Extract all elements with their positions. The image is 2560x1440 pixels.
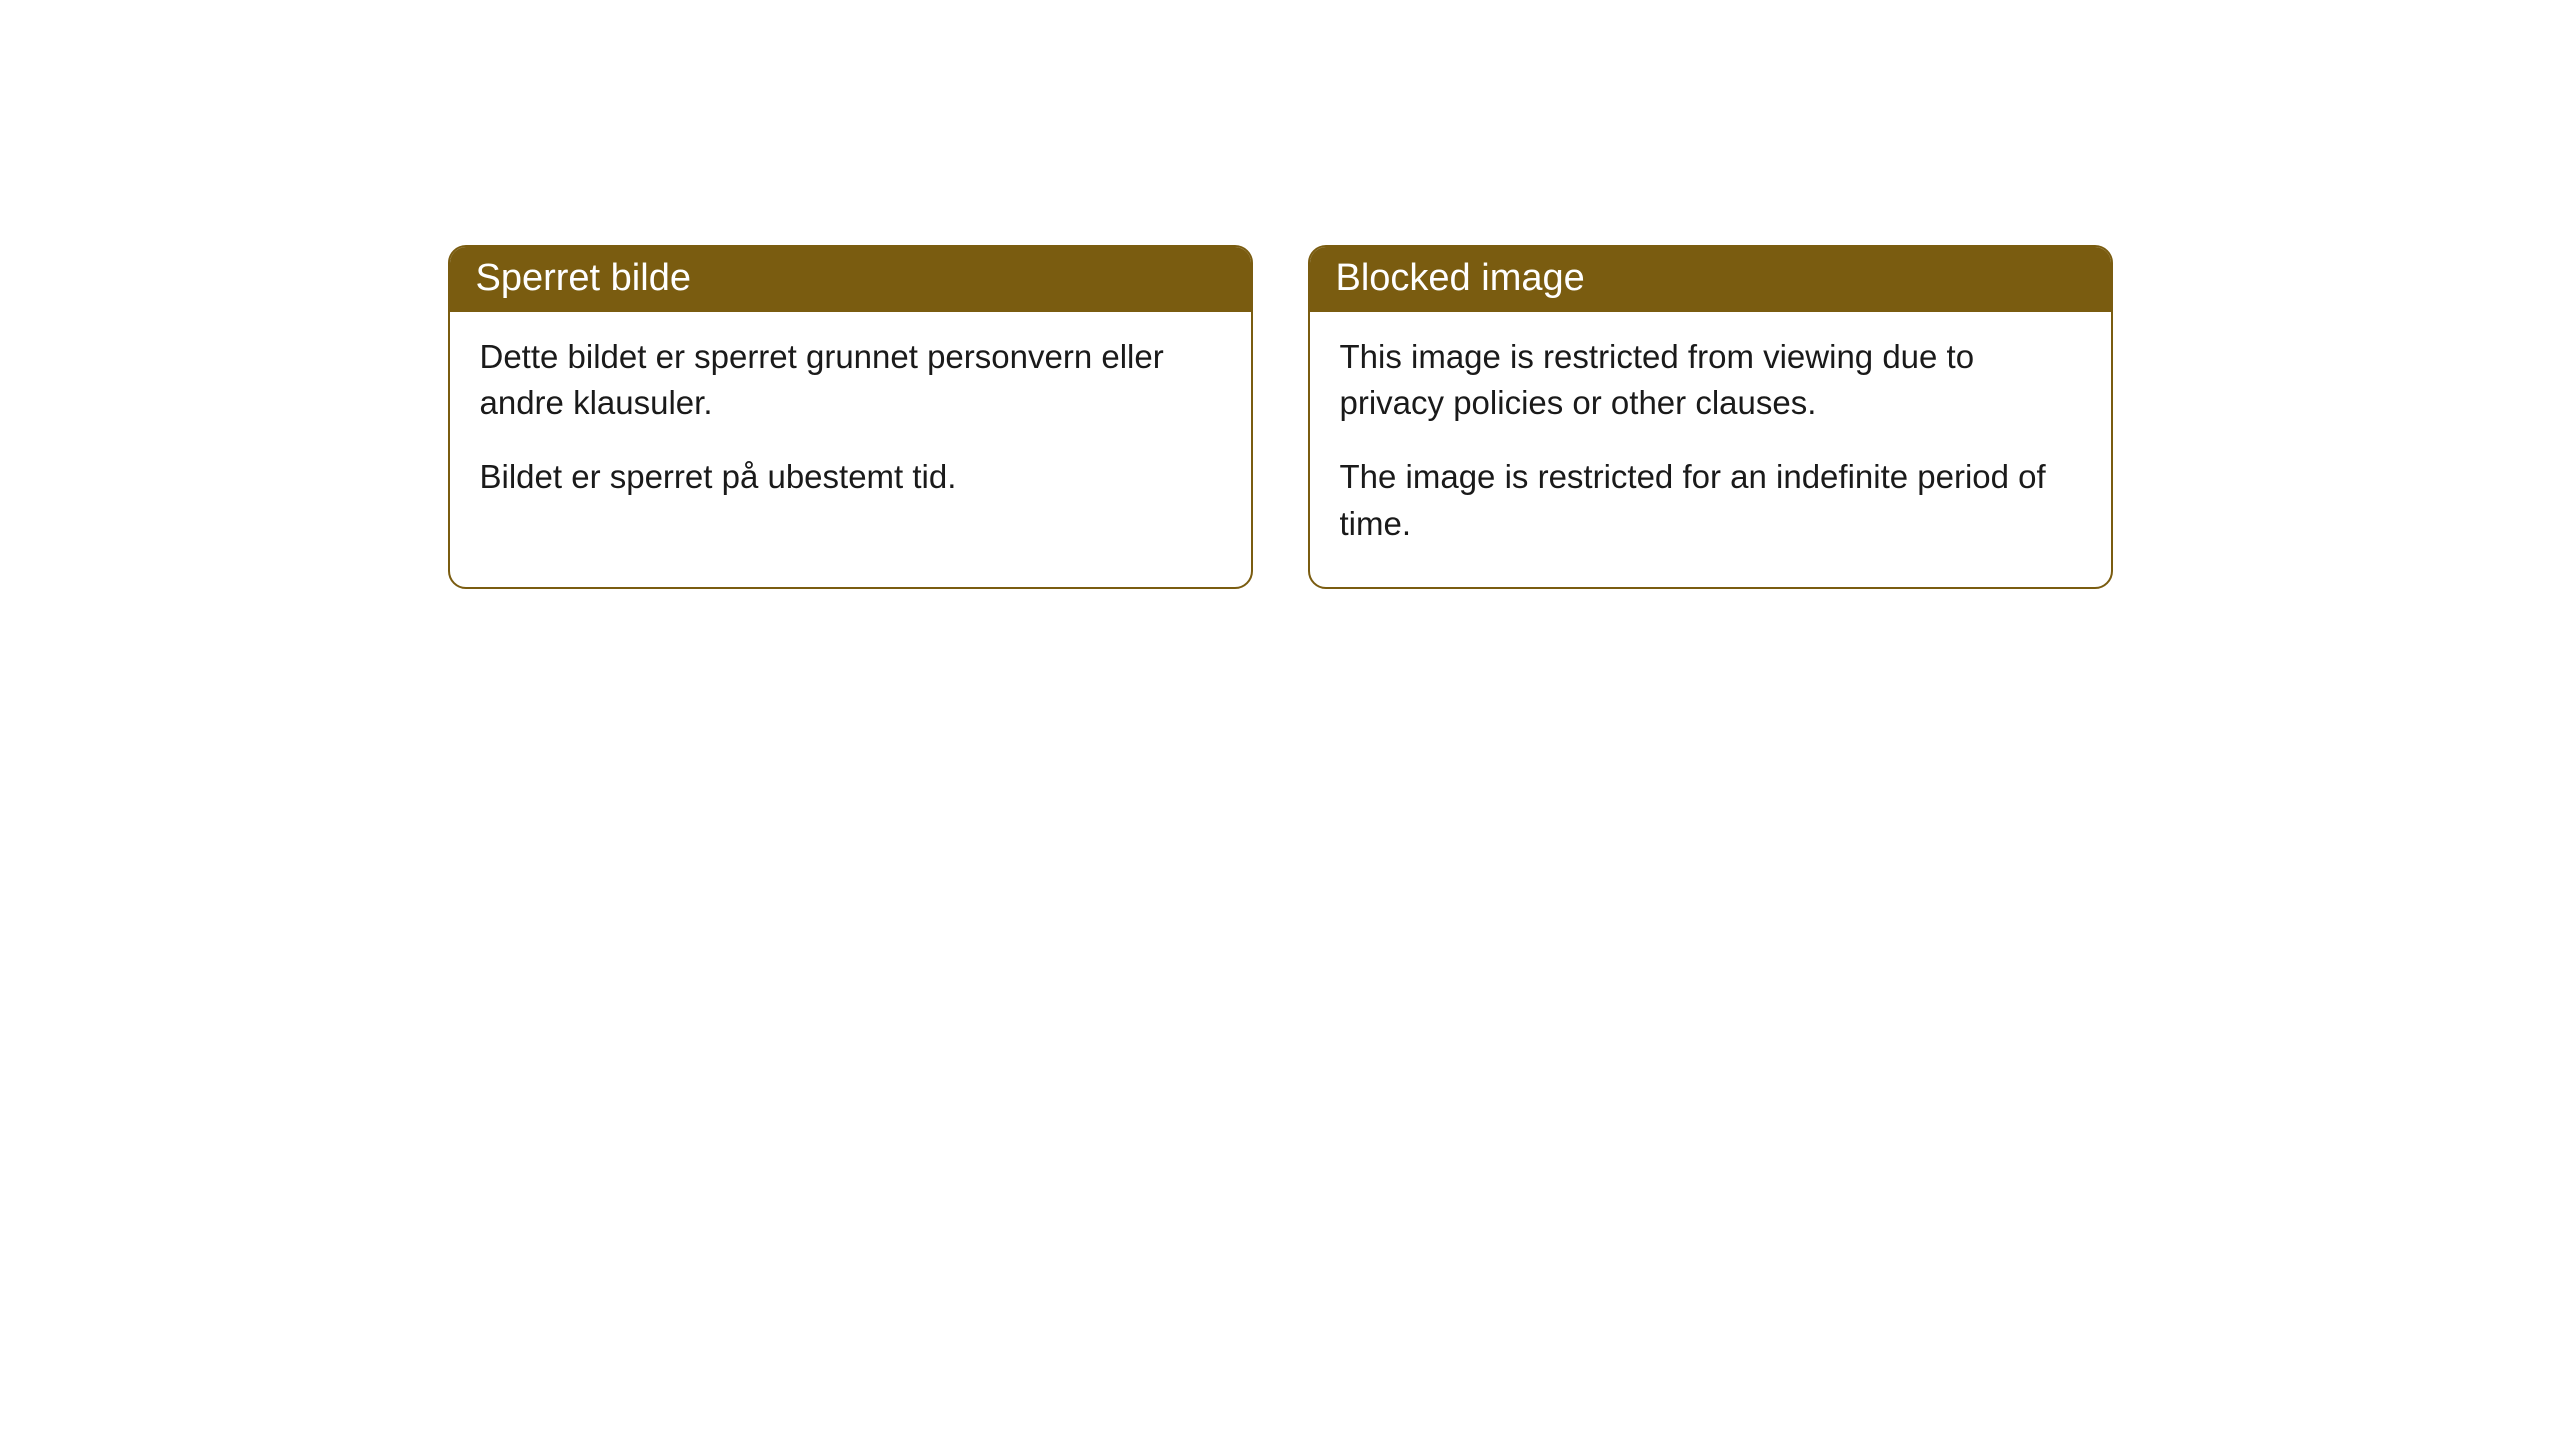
card-text-reason-norwegian: Dette bildet er sperret grunnet personve… — [480, 334, 1221, 426]
notice-cards-container: Sperret bilde Dette bildet er sperret gr… — [0, 245, 2560, 589]
card-header-norwegian: Sperret bilde — [450, 247, 1251, 312]
card-text-duration-norwegian: Bildet er sperret på ubestemt tid. — [480, 454, 1221, 500]
card-body-norwegian: Dette bildet er sperret grunnet personve… — [450, 312, 1251, 541]
card-body-english: This image is restricted from viewing du… — [1310, 312, 2111, 587]
card-header-english: Blocked image — [1310, 247, 2111, 312]
card-text-duration-english: The image is restricted for an indefinit… — [1340, 454, 2081, 546]
blocked-image-card-english: Blocked image This image is restricted f… — [1308, 245, 2113, 589]
blocked-image-card-norwegian: Sperret bilde Dette bildet er sperret gr… — [448, 245, 1253, 589]
card-text-reason-english: This image is restricted from viewing du… — [1340, 334, 2081, 426]
